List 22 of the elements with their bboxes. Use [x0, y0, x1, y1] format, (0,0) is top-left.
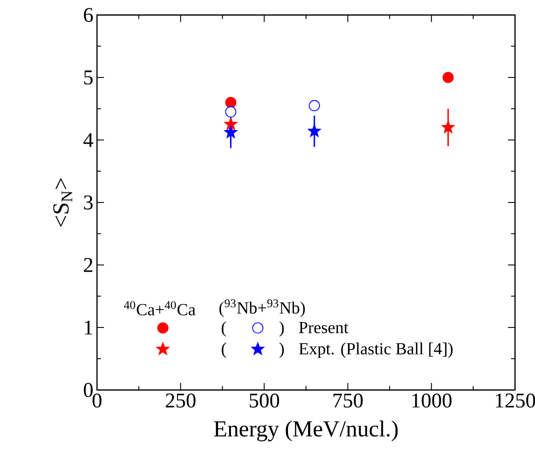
y-tick-label: 4: [83, 133, 94, 147]
y-tick-label: 2: [84, 258, 92, 272]
x-tick-label: 1250: [496, 394, 535, 408]
annotation: (: [222, 342, 226, 358]
x-tick-label: 250: [166, 394, 196, 408]
annotation: (: [222, 321, 226, 337]
annotation: ): [279, 321, 284, 337]
legend-label: Present: [299, 322, 348, 334]
y-axis-title: <S$_{N}$>: [53, 178, 72, 227]
annotation: ): [279, 342, 284, 358]
y-tick-label: 0: [84, 382, 93, 398]
x-tick-label: 500: [250, 394, 280, 408]
legend-title: $^{40}$Ca+$^{40}$Ca: [124, 301, 196, 316]
x-tick-label: 1000: [412, 394, 452, 408]
y-tick-label: 5: [84, 70, 93, 84]
y-tick-label: 3: [84, 195, 93, 210]
annotation: ($^{93}$Nb+$^{93}$Nb): [219, 299, 305, 318]
y-tick-label: 6: [84, 8, 93, 22]
y-tick-label: 1: [84, 320, 92, 334]
x-tick-label: 750: [333, 394, 363, 408]
legend-label: Expt. (Plastic Ball [4]): [299, 342, 453, 358]
x-axis-title: Energy (MeV/nucl.): [214, 420, 398, 442]
